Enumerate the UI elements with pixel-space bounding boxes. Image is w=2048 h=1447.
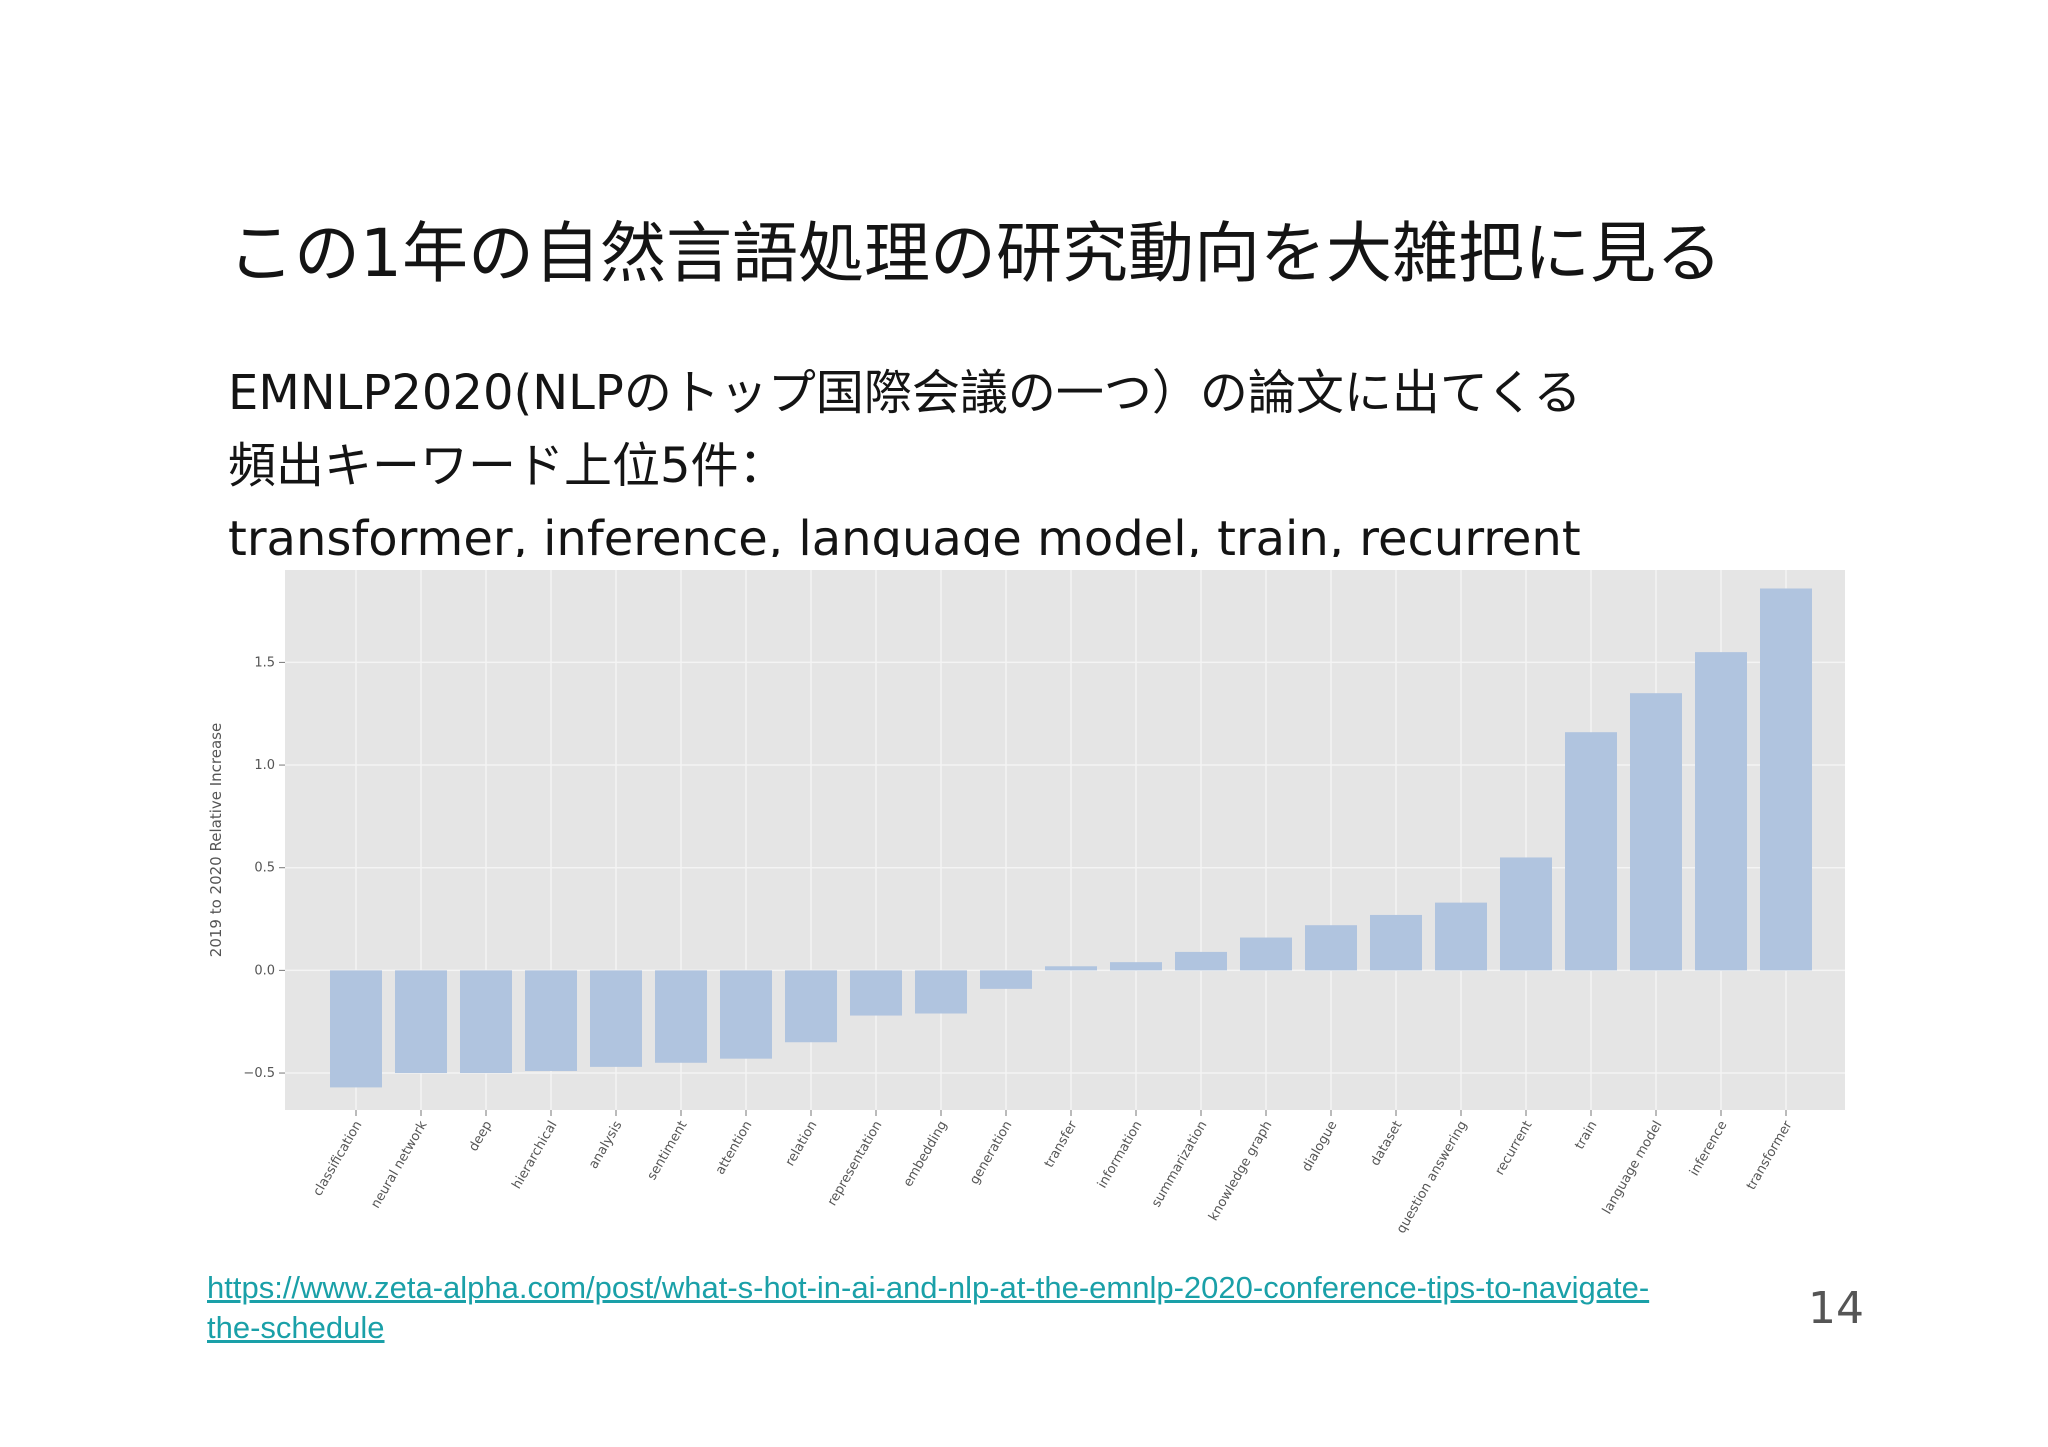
body-line: transformer, inference, language model, … [228,511,1581,557]
bar-recurrent [1500,857,1552,971]
x-tick-label: analysis [586,1118,625,1171]
x-tick-label: inference [1687,1119,1730,1179]
bar-deep [460,970,512,1074]
bar-embedding [915,970,967,1014]
bar-inference [1695,652,1747,971]
x-tick-label: neural network [368,1118,430,1211]
bar-question-answering [1435,902,1487,971]
bar-language-model [1630,693,1682,971]
bar-classification [330,970,382,1088]
bar-transfer [1045,966,1097,971]
x-tick-label: dialogue [1300,1119,1341,1175]
x-tick-label: transformer [1744,1118,1796,1193]
y-tick-label: 0.0 [254,963,275,978]
x-tick-label: classification [310,1119,365,1199]
x-tick-label: recurrent [1492,1119,1535,1178]
bar-knowledge-graph [1240,937,1292,971]
x-tick-label: embedding [901,1119,951,1190]
bar-hierarchical [525,970,577,1071]
bar-dataset [1370,914,1422,971]
x-tick-label: representation [825,1119,886,1209]
x-tick-label: question answering [1394,1119,1471,1237]
x-tick-label: transfer [1042,1118,1081,1171]
bar-chart-svg: −0.5 0.0 0.5 1.0 1.5 classification neural net… [207,570,1845,1237]
body-line: EMNLP2020(NLPのトップ国際会議の一つ）の論文に出てくる [228,365,1582,421]
x-tick-label: relation [783,1119,821,1169]
bar-relation [785,970,837,1043]
body-line: 頻出キーワード上位5件： [228,438,787,494]
x-tick-label: sentiment [645,1119,691,1183]
page-number: 14 [1808,1283,1864,1334]
slide-body-text: EMNLP2020(NLPのトップ国際会議の一つ）の論文に出てくる 頻出キーワー… [228,357,1581,557]
y-tick-label: −0.5 [243,1066,275,1081]
source-link[interactable]: https://www.zeta-alpha.com/post/what-s-h… [207,1270,1650,1345]
bar-information [1110,962,1162,971]
bar-representation [850,970,902,1016]
keyword-increase-chart: −0.5 0.0 0.5 1.0 1.5 classification neural net… [195,570,1855,1240]
bar-neural-network [395,970,447,1074]
y-tick-label: 0.5 [254,861,275,876]
x-tick-label: train [1572,1119,1600,1153]
y-tick-label: 1.5 [254,655,275,670]
y-axis-label: 2019 to 2020 Relative Increase [207,723,225,957]
x-tick-label: dataset [1368,1119,1406,1169]
bar-attention [720,970,772,1059]
x-tick-label: deep [466,1119,495,1155]
bar-generation [980,970,1032,989]
bar-transformer [1760,588,1812,971]
bar-train [1565,732,1617,971]
x-tick-label: information [1095,1119,1146,1191]
x-tick-label: summarization [1149,1119,1210,1210]
slide-title: この1年の自然言語処理の研究動向を大雑把に見る [228,215,1722,292]
y-tick-label: 1.0 [254,758,275,773]
bar-analysis [590,970,642,1067]
bar-dialogue [1305,925,1357,971]
bar-summarization [1175,951,1227,971]
x-tick-label: knowledge graph [1206,1119,1275,1224]
bar-sentiment [655,970,707,1063]
x-tick-label: attention [713,1119,756,1178]
x-tick-label: generation [967,1119,1015,1188]
x-tick-label: hierarchical [509,1119,560,1192]
x-tick-label: language model [1600,1119,1666,1218]
